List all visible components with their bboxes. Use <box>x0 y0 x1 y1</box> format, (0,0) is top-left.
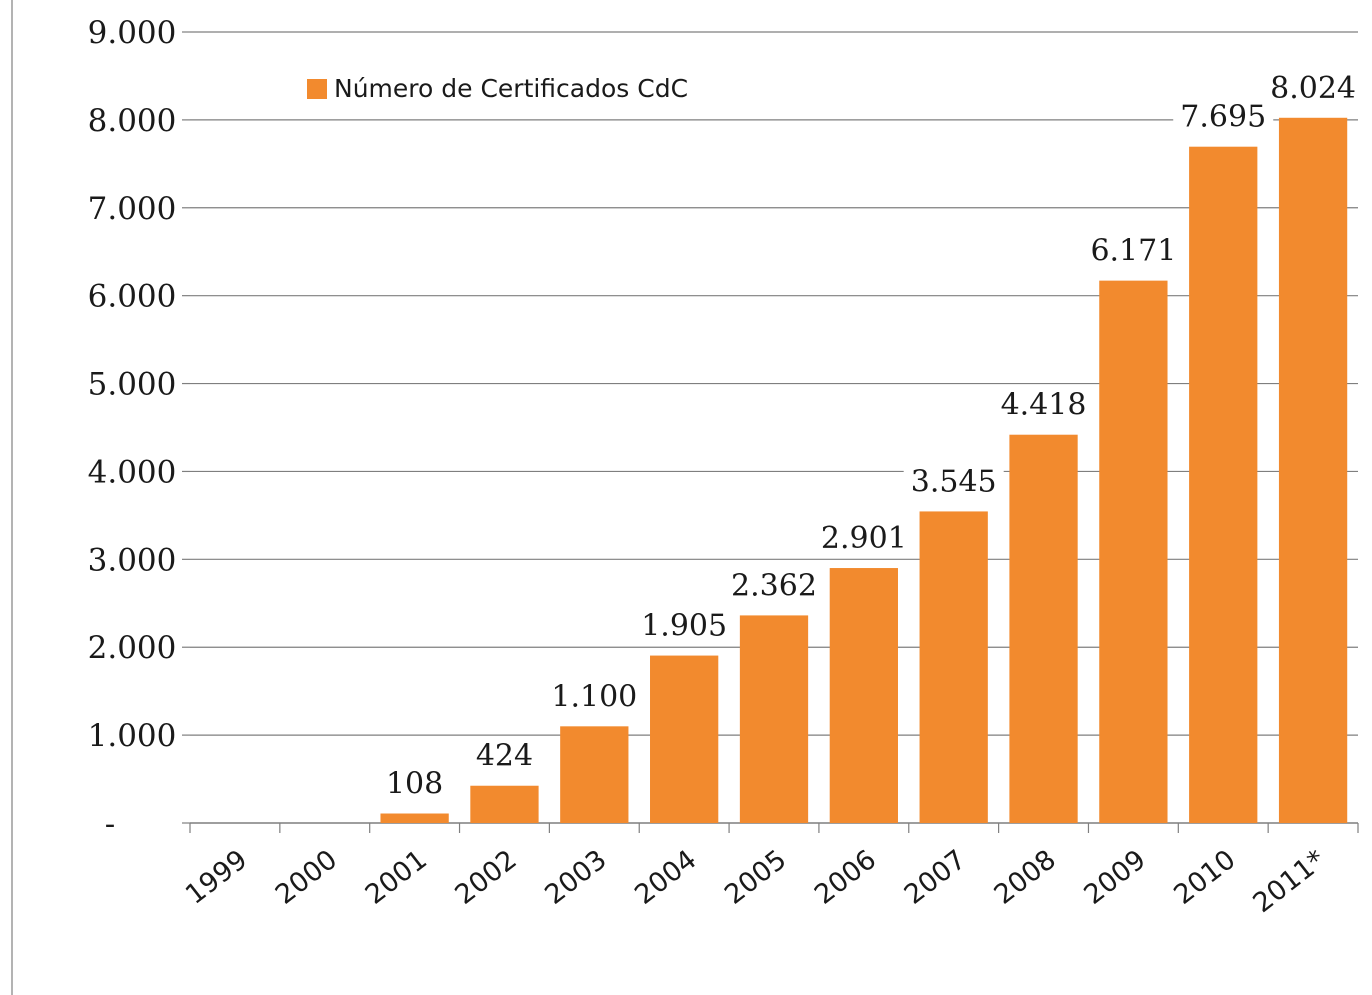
x-tick-label: 2003 <box>539 844 612 911</box>
bars <box>380 118 1347 823</box>
x-tick-label: 2008 <box>989 844 1062 911</box>
data-label: 2.362 <box>731 568 817 603</box>
y-tick-label: - <box>105 806 115 842</box>
data-label: 4.418 <box>1001 388 1087 423</box>
x-tick-labels: 1999 2000 2001 2002 2003 2004 2005 2006 2007 2008… <box>180 844 1331 919</box>
y-tick-label: 2.000 <box>88 630 177 666</box>
y-tick-label: 6.000 <box>88 279 177 315</box>
x-tick-label: 2006 <box>809 844 882 911</box>
legend-label: Número de Certificados CdC <box>334 74 688 103</box>
bar-2009 <box>1099 281 1167 823</box>
bar-2001 <box>380 814 448 823</box>
data-label: 3.545 <box>911 464 997 499</box>
data-label: 424 <box>476 739 533 774</box>
x-tick-label: 2011* <box>1248 844 1332 919</box>
x-tick-label: 2002 <box>450 844 523 911</box>
bar-2002 <box>470 786 538 823</box>
bar-2007 <box>920 511 988 823</box>
bar-2005 <box>740 615 808 823</box>
data-label: 6.171 <box>1090 234 1176 269</box>
y-tick-label: 4.000 <box>88 454 177 490</box>
y-tick-labels: - 1.000 2.000 3.000 4.000 5.000 6.000 7.000 8.00… <box>88 15 177 842</box>
bar-2006 <box>830 568 898 823</box>
legend: Número de Certificados CdC <box>300 70 710 108</box>
x-tick-label: 2000 <box>270 844 343 911</box>
x-tick-label: 2007 <box>899 844 972 911</box>
legend-swatch <box>307 79 327 99</box>
bar-2011* <box>1279 118 1347 823</box>
y-tick-label: 9.000 <box>88 15 177 51</box>
data-label: 108 <box>386 767 443 802</box>
bar-2010 <box>1189 147 1257 823</box>
data-label: 1.100 <box>551 679 637 714</box>
x-tick-label: 1999 <box>180 844 253 911</box>
x-tick-label: 2001 <box>360 844 433 911</box>
y-tick-label: 5.000 <box>88 367 177 403</box>
y-tick-label: 1.000 <box>88 718 177 754</box>
data-label: 8.024 <box>1270 71 1356 106</box>
bar-2008 <box>1009 435 1077 823</box>
x-tick-label: 2009 <box>1078 844 1151 911</box>
y-tick-label: 8.000 <box>88 103 177 139</box>
x-tick-label: 2004 <box>629 844 702 911</box>
bar-2004 <box>650 656 718 823</box>
bar-2003 <box>560 726 628 823</box>
data-label: 7.695 <box>1180 100 1266 135</box>
data-label: 2.901 <box>821 521 907 556</box>
x-tick-label: 2005 <box>719 844 792 911</box>
y-tick-label: 7.000 <box>88 191 177 227</box>
x-tick-label: 2010 <box>1168 844 1241 911</box>
data-label: 1.905 <box>641 609 727 644</box>
y-tick-label: 3.000 <box>88 542 177 578</box>
